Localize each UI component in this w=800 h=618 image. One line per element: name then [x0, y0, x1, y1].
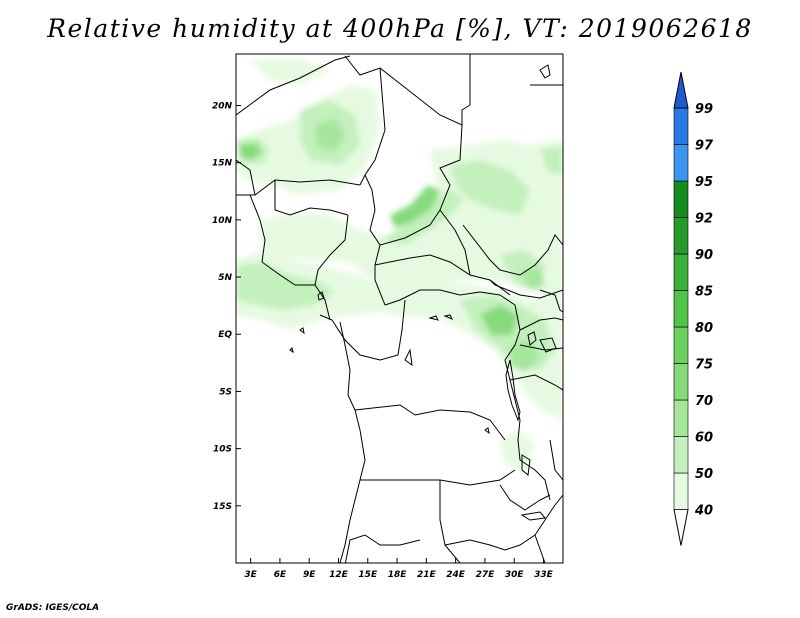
colorbar-lower-triangle — [673, 509, 689, 546]
lon-tick-label: 3E — [244, 570, 257, 580]
map-title: Relative humidity at 400hPa [%], VT: 201… — [47, 14, 753, 43]
lat-tick-label: 15N — [212, 159, 233, 169]
colorbar-label: 80 — [695, 321, 713, 336]
lon-tick-label: 30E — [505, 570, 525, 580]
colorbar: 40 50 60 70 75 80 85 90 92 95 97 99 — [673, 71, 714, 546]
lon-tick-label: 6E — [274, 570, 287, 580]
lon-tick-label: 12E — [329, 570, 349, 580]
colorbar-label: 95 — [695, 175, 713, 190]
lat-tick-label: 10S — [213, 445, 232, 455]
colorbar-segment — [673, 399, 689, 437]
lat-tick-label: 10N — [212, 216, 233, 226]
colorbar-label: 40 — [694, 504, 713, 519]
colorbar-label: 97 — [695, 139, 714, 154]
latitude-axis: 20N 15N 10N 5N EQ 5S 10S 15S — [212, 101, 241, 512]
colorbar-label: 92 — [695, 212, 713, 227]
colorbar-segment — [673, 217, 689, 255]
lat-tick-label: 5S — [219, 387, 232, 397]
colorbar-segment — [673, 472, 689, 510]
colorbar-label: 60 — [695, 431, 713, 446]
map-area — [235, 53, 564, 564]
colorbar-segment — [673, 436, 689, 474]
colorbar-label: 75 — [695, 358, 713, 373]
longitude-axis: 3E 6E 9E 12E 15E 18E 21E 24E 27E 30E 33E — [244, 558, 554, 580]
colorbar-label: 85 — [695, 285, 713, 300]
grads-credit: GrADS: IGES/COLA — [6, 603, 100, 613]
lat-tick-label: 20N — [212, 101, 233, 111]
colorbar-upper-triangle — [673, 71, 689, 109]
colorbar-label: 70 — [695, 394, 713, 409]
colorbar-segment — [673, 180, 689, 218]
lat-tick-label: 5N — [218, 273, 232, 283]
lon-tick-label: 33E — [534, 570, 554, 580]
lon-tick-label: 15E — [358, 570, 378, 580]
colorbar-segment — [673, 144, 689, 182]
lat-tick-label: 15S — [213, 502, 232, 512]
colorbar-segment — [673, 253, 689, 291]
colorbar-segment — [673, 363, 689, 401]
lon-tick-label: 9E — [303, 570, 316, 580]
colorbar-segment — [673, 290, 689, 328]
lon-tick-label: 21E — [417, 570, 437, 580]
lat-tick-label: EQ — [218, 330, 232, 340]
lon-tick-label: 24E — [446, 570, 466, 580]
lon-tick-label: 18E — [388, 570, 408, 580]
country-borders — [236, 54, 563, 563]
colorbar-segment — [673, 326, 689, 364]
colorbar-segment — [673, 107, 689, 145]
colorbar-label: 90 — [695, 248, 713, 263]
colorbar-label: 50 — [695, 467, 713, 482]
colorbar-label: 99 — [695, 102, 713, 117]
lon-tick-label: 27E — [476, 570, 496, 580]
